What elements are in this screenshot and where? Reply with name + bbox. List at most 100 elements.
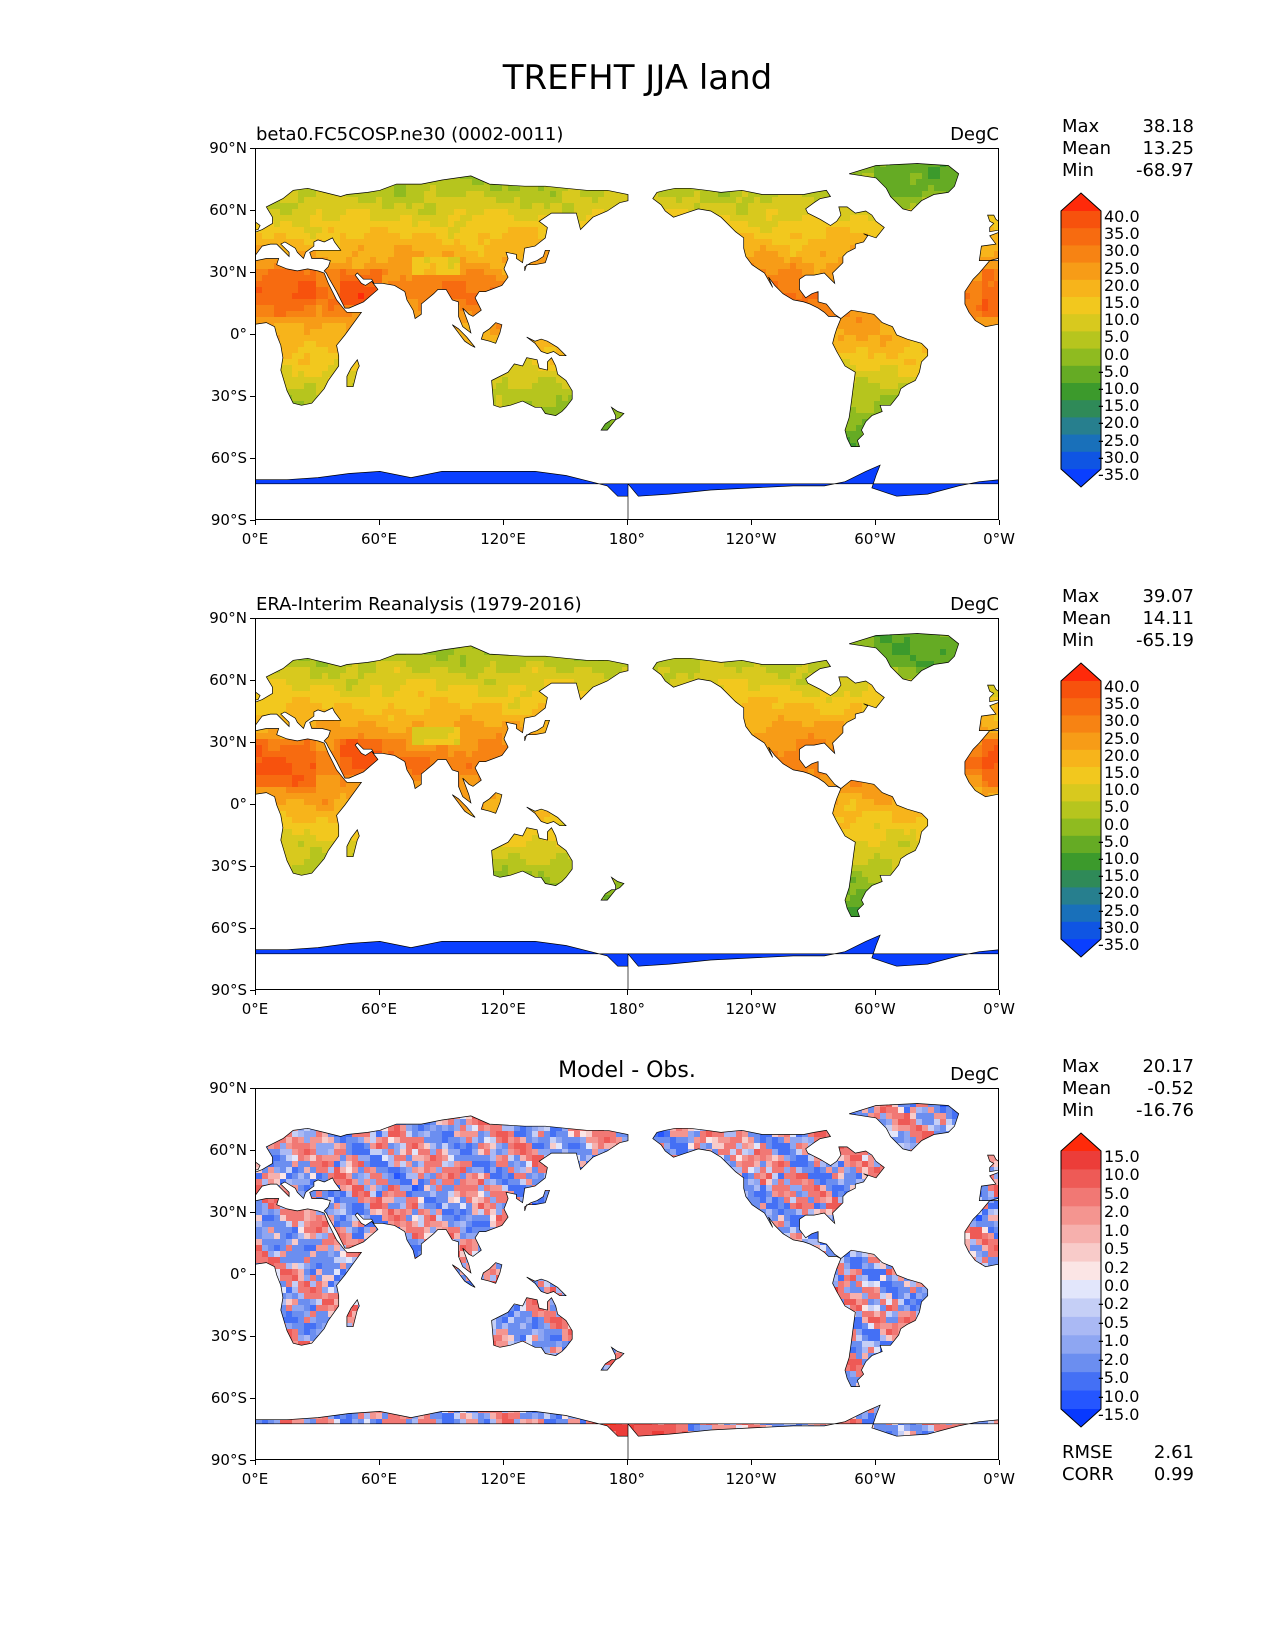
colorbar-label: 2.0 [1104,1204,1129,1220]
colorbar-label: -2.0 [1098,1351,1129,1368]
y-tick-label: 90°N [187,1079,247,1097]
colorbar-extend-max [1061,193,1101,211]
colorbar-swatch [1061,767,1101,785]
x-tick-mark [503,990,504,995]
map-model [255,148,999,520]
colorbar-label: -5.0 [1098,833,1129,850]
map-svg [256,1103,998,1459]
y-tick-mark [250,334,255,335]
coastline-eurasia [256,645,998,804]
x-tick-label: 60°W [845,1470,905,1488]
stat-label: Min [1062,1100,1094,1122]
y-tick-mark [250,1212,255,1213]
coastline-uk [256,1154,998,1173]
x-tick-label: 60°W [845,1000,905,1018]
colorbar-label: -0.5 [1098,1314,1129,1331]
panel-units: DegC [950,1064,999,1085]
colorbar: 40.0 35.0 30.0 25.0 20.0 15.0 10.0 5.0 0.0 -5.0 -1… [1060,192,1140,492]
y-tick-mark [250,1336,255,1337]
x-tick-label: 120°E [473,530,533,548]
x-tick-mark [627,1460,628,1465]
coastline-nzn [610,876,625,891]
colorbar-swatch [1061,245,1101,264]
page-title: TREFHT JJA land [0,58,1275,98]
stat-label: Max [1062,586,1099,608]
colorbar-label: -30.0 [1098,449,1139,466]
colorbar-swatch [1061,417,1101,436]
x-tick-mark [751,520,752,525]
colorbar-swatch [1061,870,1101,888]
coastline-japan [524,249,550,272]
colorbar: 15.0 10.0 5.0 2.0 1.0 0.5 0.2 0.0 -0.2 -0.5 -1.0 -2… [1060,1132,1140,1432]
colorbar-swatch [1061,451,1101,470]
coastline-antarctica [256,934,998,989]
colorbar-swatch [1061,732,1101,751]
x-tick-label: 60°E [349,1000,409,1018]
coastline-nzs [600,419,617,431]
colorbar-swatch [1061,715,1101,734]
y-tick-label: 0° [187,1265,247,1283]
x-tick-label: 120°W [721,530,781,548]
colorbar-swatch [1061,818,1101,837]
y-tick-label: 60°S [187,1389,247,1407]
colorbar-label: 0.0 [1104,1278,1129,1294]
y-tick-mark [250,742,255,743]
y-tick-mark [250,396,255,397]
panel-subtitle: ERA-Interim Reanalysis (1979-2016) [256,594,582,615]
colorbar-label: 10.0 [1104,312,1140,328]
colorbar-extend-max [1061,1133,1101,1151]
colorbar-label: -10.0 [1098,381,1139,397]
coastline-africa [256,1198,998,1346]
y-tick-mark [250,1274,255,1275]
x-tick-mark [751,1460,752,1465]
colorbar-label: 20.0 [1104,747,1140,764]
stat-label: Mean [1062,608,1111,630]
coastline-newguinea [526,1276,567,1297]
colorbar-swatch [1061,904,1101,923]
colorbar-swatch [1061,279,1101,298]
colorbar-label: -5.0 [1098,1370,1129,1386]
coastline-antarctica [256,464,998,519]
coastline-nzn [610,1346,625,1361]
stat-label: RMSE [1062,1442,1113,1464]
colorbar-swatch [1061,400,1101,418]
stat-value: 13.25 [1142,138,1194,160]
colorbar-swatch [1061,698,1101,716]
coastline-madagascar [346,359,360,388]
colorbar-outline [1060,192,1102,488]
colorbar-swatch [1061,1169,1101,1189]
stats-block: Max 39.07 Mean 14.11 Min -65.19 [1062,586,1194,652]
skill-stats: RMSE 2.61 CORR 0.99 [1062,1442,1194,1486]
colorbar-label: 25.0 [1104,260,1140,277]
y-tick-label: 90°S [187,981,247,999]
colorbar-swatch [1061,383,1101,401]
colorbar-label: 0.0 [1104,816,1129,833]
x-tick-label: 0°W [969,530,1029,548]
coastline-madagascar [346,829,360,858]
x-tick-mark [503,520,504,525]
coastline-sumatra [452,794,476,818]
colorbar-label: -20.0 [1098,885,1139,901]
stat-value: 2.61 [1154,1442,1194,1464]
panel-units: DegC [950,594,999,615]
y-tick-label: 30°N [187,263,247,281]
coastline-sumatra [452,1264,476,1288]
colorbar-label: 15.0 [1104,295,1140,311]
coastline-nzs [600,1359,617,1371]
colorbar-label: -1.0 [1098,1333,1129,1349]
coastline-japan [524,719,550,742]
coastline-greenland [848,1103,960,1152]
colorbar-swatch [1061,921,1101,940]
stat-value: -68.97 [1136,160,1194,182]
colorbar-swatch [1061,331,1101,350]
y-tick-mark [250,928,255,929]
coastline-northamerica [652,187,885,319]
x-tick-mark [999,990,1000,995]
y-tick-mark [250,990,255,991]
panel-subtitle: Model - Obs. [255,1058,999,1083]
coastline-africa [256,258,998,406]
colorbar-label: 5.0 [1104,799,1129,815]
y-tick-mark [250,1460,255,1461]
coastline-australia [491,357,573,416]
colorbar-swatch [1061,1187,1101,1207]
